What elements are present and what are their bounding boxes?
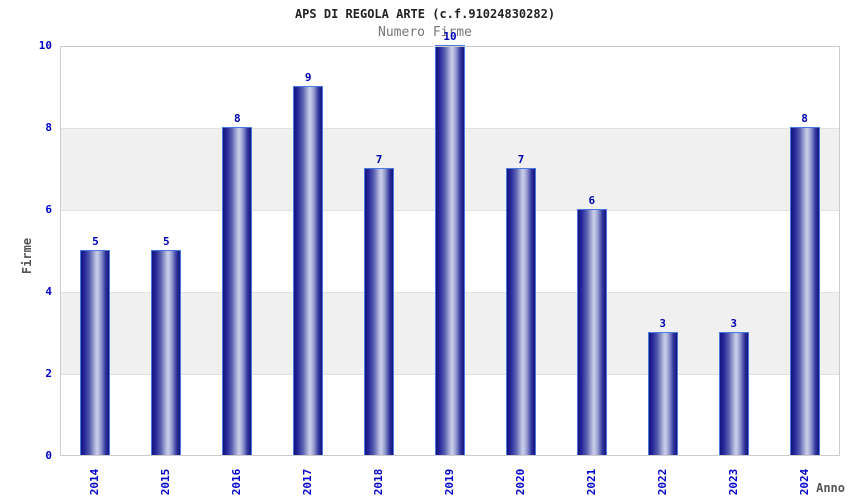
bar-column: 5 2015 xyxy=(131,46,202,495)
bar-column: 10 2019 xyxy=(415,30,486,495)
y-tick-label: 2 xyxy=(45,367,52,380)
y-tick-label: 8 xyxy=(45,121,52,134)
bar-column: 7 2020 xyxy=(485,46,556,495)
bar xyxy=(364,168,395,456)
bar-column: 7 2018 xyxy=(344,46,415,495)
x-tick-label: 2022 xyxy=(655,468,669,496)
bar-column: 3 2022 xyxy=(627,46,698,495)
bar-column: 5 2014 xyxy=(60,46,131,495)
plot-area: 5 2014 5 2015 8 2016 9 2017 7 2018 10 2019 7 2020 6 202… xyxy=(60,30,840,495)
y-tick-label: 6 xyxy=(45,203,52,216)
bar-value-label: 7 xyxy=(375,153,383,166)
bar-value-label: 10 xyxy=(443,30,457,43)
x-tick-label: 2017 xyxy=(301,468,315,496)
x-tick-label: 2019 xyxy=(442,468,456,496)
bar-value-label: 9 xyxy=(304,71,312,84)
bar xyxy=(718,332,749,456)
bar xyxy=(789,127,820,456)
bar-value-label: 7 xyxy=(517,153,525,166)
chart-subtitle: Numero Firme xyxy=(378,25,472,40)
bar-value-label: 6 xyxy=(588,194,596,207)
bar-value-label: 5 xyxy=(92,235,99,248)
bar xyxy=(576,209,607,456)
bar-column: 9 2017 xyxy=(273,46,344,495)
y-tick-label: 10 xyxy=(38,39,52,52)
bar xyxy=(505,168,536,456)
bar-value-label: 5 xyxy=(163,235,170,248)
x-tick-label: 2024 xyxy=(797,468,811,496)
bar xyxy=(80,250,111,456)
x-tick-label: 2020 xyxy=(513,468,527,496)
x-tick-label: 2016 xyxy=(230,468,244,496)
bar xyxy=(434,45,465,456)
x-tick-label: 2023 xyxy=(726,468,740,496)
bar xyxy=(151,250,182,456)
y-tick-label: 4 xyxy=(45,285,52,298)
bar-column: 8 2024 xyxy=(769,46,840,495)
bar xyxy=(222,127,253,456)
bar-value-label: 3 xyxy=(730,317,737,330)
x-tick-label: 2021 xyxy=(584,468,598,496)
x-tick-label: 2018 xyxy=(372,468,386,496)
y-tick-label: 0 xyxy=(45,449,52,462)
x-tick-label: 2015 xyxy=(159,468,173,496)
bar-value-label: 8 xyxy=(233,112,241,125)
x-tick-label: 2014 xyxy=(88,468,102,496)
x-axis-title: Anno xyxy=(816,481,845,495)
y-axis-title: Firme xyxy=(20,237,34,275)
bar-column: 3 2023 xyxy=(698,46,769,495)
bar-value-label: 3 xyxy=(659,317,667,330)
bar xyxy=(647,332,678,456)
bar-value-label: 8 xyxy=(801,112,808,125)
chart-title: APS DI REGOLA ARTE (c.f.91024830282) xyxy=(294,7,556,21)
bar xyxy=(293,86,324,456)
bar-column: 8 2016 xyxy=(202,46,273,495)
bar-column: 6 2021 xyxy=(556,46,627,495)
